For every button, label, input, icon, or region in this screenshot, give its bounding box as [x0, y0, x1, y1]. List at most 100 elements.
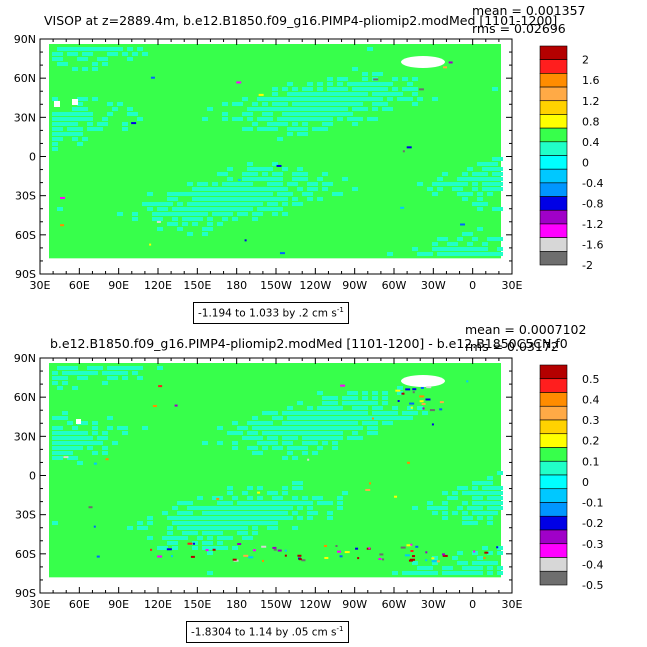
ocean-patch: [342, 92, 348, 96]
ocean-patch: [157, 202, 163, 206]
ocean-patch: [467, 252, 473, 256]
anomaly-speck: [466, 380, 469, 383]
ocean-patch: [277, 431, 283, 435]
colorbar-swatch: [539, 488, 568, 503]
ocean-patch: [477, 247, 483, 251]
ocean-patch: [302, 421, 308, 425]
anomaly-speck: [410, 543, 413, 546]
ocean-patch: [92, 47, 98, 51]
ocean-patch: [247, 516, 253, 520]
ocean-patch: [297, 177, 303, 181]
ocean-patch: [72, 52, 78, 56]
ocean-patch: [157, 227, 163, 231]
ocean-patch: [362, 421, 368, 425]
ocean-patch: [232, 506, 238, 510]
x-tick-label: 30W: [421, 279, 446, 292]
ocean-patch: [372, 431, 378, 435]
ocean-patch: [247, 202, 253, 206]
ocean-patch: [287, 127, 293, 131]
ocean-patch: [322, 406, 328, 410]
ocean-patch: [462, 192, 468, 196]
ocean-patch: [212, 212, 218, 216]
ocean-patch: [342, 112, 348, 116]
ocean-patch: [472, 182, 478, 186]
ocean-patch: [442, 571, 448, 575]
ocean-patch: [482, 202, 488, 206]
anomaly-speck: [425, 559, 428, 562]
ocean-patch: [217, 202, 223, 206]
ocean-patch: [312, 102, 318, 106]
ocean-patch: [247, 162, 253, 166]
ocean-patch: [102, 451, 108, 455]
ocean-patch: [332, 97, 338, 101]
ocean-patch: [467, 232, 473, 236]
anomaly-speck: [156, 220, 161, 223]
ocean-patch: [222, 192, 228, 196]
ocean-patch: [277, 207, 283, 211]
ocean-patch: [62, 132, 68, 136]
anomaly-speck: [369, 482, 372, 485]
ocean-patch: [127, 366, 133, 370]
ocean-patch: [482, 247, 488, 251]
panel1-rms: rms = 0.02696: [472, 21, 566, 36]
ocean-patch: [322, 187, 328, 191]
ocean-patch: [482, 546, 488, 550]
panel2-title: b.e12.B1850.f09_g16.PIMP4-pliomip2.modMe…: [50, 336, 568, 351]
ocean-patch: [247, 197, 253, 201]
ocean-patch: [342, 491, 348, 495]
ocean-patch: [117, 212, 123, 216]
ocean-patch: [207, 511, 213, 515]
ocean-patch: [357, 401, 363, 405]
ocean-patch: [252, 421, 258, 425]
ocean-patch: [252, 436, 258, 440]
ocean-patch: [332, 421, 338, 425]
ocean-patch: [72, 122, 78, 126]
ocean-patch: [327, 182, 333, 186]
ocean-patch: [122, 371, 128, 375]
ocean-patch: [77, 57, 83, 61]
anomaly-speck: [409, 402, 415, 405]
ocean-patch: [227, 187, 233, 191]
ocean-patch: [87, 446, 93, 450]
ocean-patch: [272, 207, 278, 211]
ocean-patch: [82, 441, 88, 445]
ocean-patch: [242, 506, 248, 510]
ocean-patch: [57, 47, 63, 51]
ocean-patch: [212, 496, 218, 500]
ocean-patch: [457, 192, 463, 196]
ocean-patch: [327, 431, 333, 435]
colorbar-swatch: [539, 378, 568, 393]
x-tick-label: 150E: [183, 598, 211, 611]
ocean-patch: [57, 207, 63, 211]
ocean-patch: [487, 192, 493, 196]
ocean-patch: [497, 247, 503, 251]
ocean-patch: [232, 421, 238, 425]
ocean-patch: [87, 441, 93, 445]
ocean-patch: [497, 506, 503, 510]
ocean-patch: [402, 77, 408, 81]
ocean-patch: [122, 122, 128, 126]
ocean-patch: [117, 366, 123, 370]
ocean-patch: [372, 97, 378, 101]
ocean-patch: [187, 192, 193, 196]
x-tick-label: 30W: [421, 598, 446, 611]
ocean-patch: [77, 132, 83, 136]
ocean-patch: [442, 511, 448, 515]
ocean-patch: [297, 486, 303, 490]
ocean-patch: [177, 526, 183, 530]
ocean-patch: [92, 431, 98, 435]
anomaly-speck: [368, 547, 371, 550]
ocean-patch: [462, 197, 468, 201]
ocean-patch: [52, 147, 58, 151]
ocean-patch: [482, 172, 488, 176]
ocean-patch: [352, 107, 358, 111]
ocean-patch: [247, 431, 253, 435]
colorbar-label: 0.3: [582, 414, 600, 427]
ocean-patch: [417, 97, 423, 101]
ocean-patch: [212, 526, 218, 530]
ocean-patch: [57, 456, 63, 460]
ocean-patch: [317, 436, 323, 440]
ocean-patch: [187, 521, 193, 525]
ocean-patch: [202, 521, 208, 525]
ocean-patch: [52, 132, 58, 136]
